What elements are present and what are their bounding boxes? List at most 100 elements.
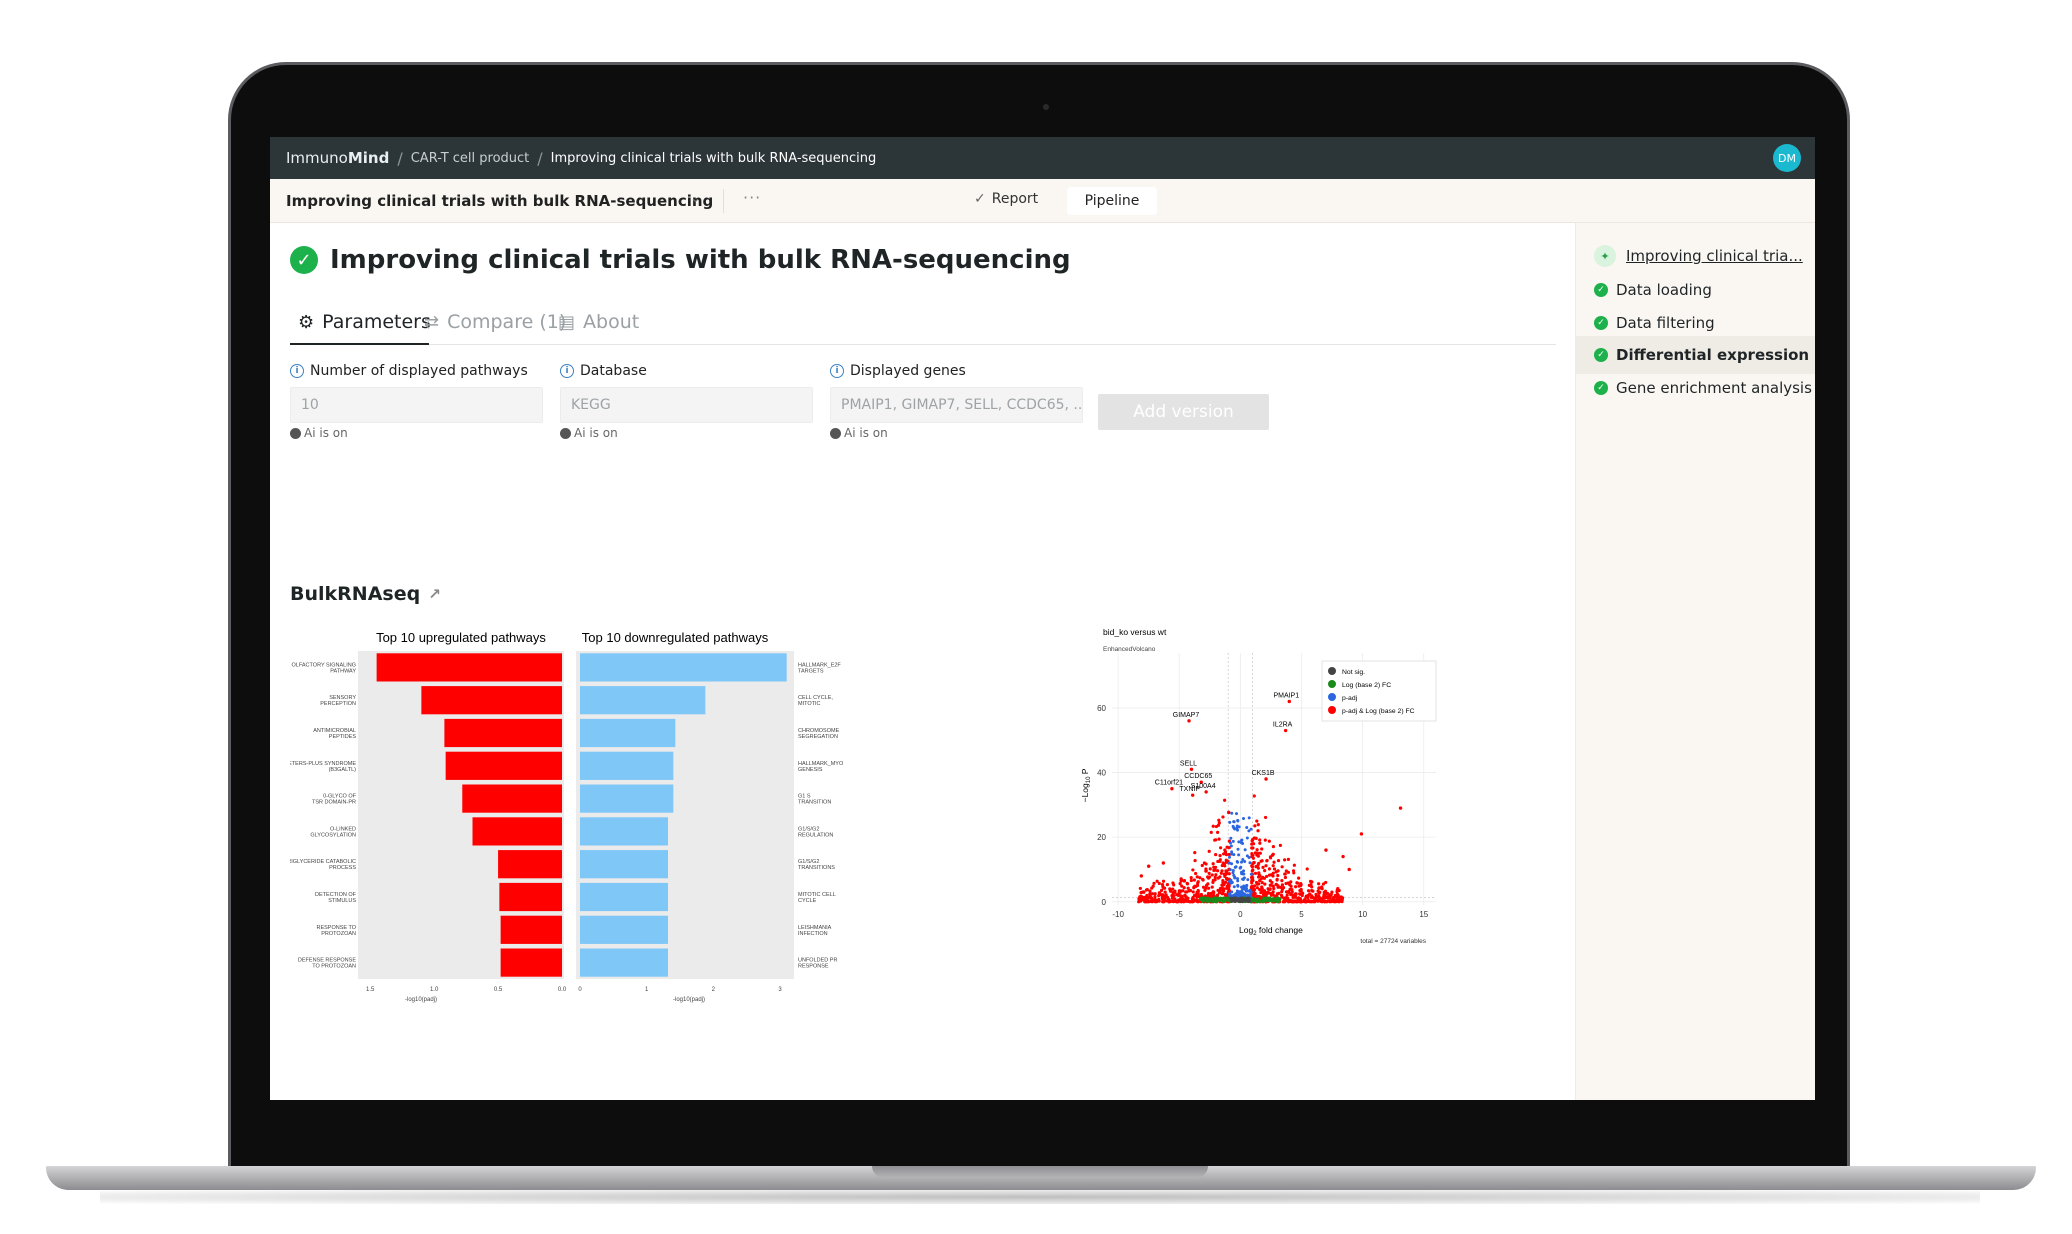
up-tick-label: 0.5 — [494, 987, 503, 993]
breadcrumb-current[interactable]: Improving clinical trials with bulk RNA-… — [550, 150, 877, 166]
volcano-point — [1223, 897, 1227, 901]
volcano-legend-swatch — [1328, 667, 1336, 675]
volcano-point — [1162, 886, 1167, 890]
volcano-point — [1236, 877, 1240, 881]
volcano-point — [1252, 794, 1256, 798]
volcano-point — [1161, 900, 1165, 904]
pipeline-step[interactable]: ✓ Gene enrichment analysis — [1576, 369, 1815, 407]
volcano-point — [1263, 838, 1267, 842]
volcano-point — [1276, 858, 1281, 863]
down-category-label: HALLMARK_E2F — [798, 662, 841, 668]
pipeline-step-label: Data loading — [1616, 281, 1712, 299]
volcano-point — [1175, 900, 1179, 904]
volcano-point — [1268, 891, 1273, 896]
volcano-point — [1286, 857, 1290, 861]
volcano-point — [1157, 899, 1161, 903]
volcano-point — [1323, 900, 1327, 904]
brand-logo[interactable]: ImmunoMind — [286, 149, 390, 167]
volcano-legend-label: Log (base 2) FC — [1342, 682, 1391, 689]
volcano-point — [1216, 823, 1221, 827]
volcano-point — [1326, 899, 1330, 903]
volcano-point — [1249, 885, 1254, 889]
volcano-point — [1280, 879, 1284, 883]
volcano-point — [1198, 876, 1202, 880]
volcano-point — [1268, 855, 1273, 859]
volcano-point — [1247, 900, 1251, 904]
breadcrumb-project[interactable]: CAR-T cell product — [410, 150, 530, 166]
volcano-point — [1233, 865, 1237, 869]
tab-compare[interactable]: ⇄ Compare (1) — [424, 311, 566, 333]
up-category-label: PROCESS — [329, 865, 356, 871]
volcano-point — [1161, 893, 1165, 897]
ai-toggle[interactable]: Ai is on — [830, 426, 1083, 440]
volcano-point — [1210, 891, 1214, 895]
volcano-point — [1271, 871, 1275, 875]
genes-input[interactable]: PMAIP1, GIMAP7, SELL, CCDC65, ... — [830, 387, 1083, 423]
user-avatar[interactable]: DM — [1773, 144, 1801, 172]
volcano-y-tick: 60 — [1097, 704, 1106, 713]
volcano-point — [1223, 798, 1227, 802]
volcano-point — [1219, 846, 1223, 850]
volcano-point — [1229, 897, 1233, 901]
volcano-point — [1317, 891, 1321, 896]
pipeline-step[interactable]: ✓ Data filtering — [1576, 304, 1815, 342]
volcano-point — [1181, 889, 1185, 893]
ai-toggle[interactable]: Ai is on — [560, 426, 813, 440]
volcano-point — [1144, 898, 1148, 902]
info-icon[interactable]: i — [830, 364, 844, 378]
step-check-icon: ✓ — [1594, 316, 1608, 330]
external-link-icon[interactable]: ↗ — [428, 585, 441, 603]
volcano-point — [1173, 889, 1177, 893]
up-category-label: TRIGLYCERIDE CATABOLIC — [290, 859, 356, 865]
tab-parameters[interactable]: ⚙ Parameters — [298, 311, 431, 333]
pipeline-button[interactable]: Pipeline — [1067, 187, 1157, 215]
volcano-point — [1201, 877, 1205, 881]
volcano-outlier-point — [1341, 854, 1345, 859]
up-category-label: 0-GLYCO OF — [323, 794, 357, 800]
volcano-point — [1228, 868, 1232, 872]
volcano-point — [1186, 886, 1190, 890]
volcano-point — [1253, 898, 1257, 902]
up-category-label: GLYCOSYLATION — [310, 832, 356, 838]
volcano-point — [1150, 898, 1154, 902]
database-input[interactable]: KEGG — [560, 387, 813, 423]
volcano-point — [1243, 885, 1247, 889]
volcano-point — [1270, 880, 1274, 885]
volcano-point — [1230, 890, 1234, 894]
volcano-point — [1153, 895, 1157, 899]
more-options-icon[interactable]: ··· — [743, 188, 762, 207]
pipeline-step[interactable]: ✓ Data loading — [1576, 271, 1815, 309]
volcano-point — [1224, 853, 1229, 857]
volcano-point — [1267, 839, 1271, 843]
volcano-point — [1280, 883, 1285, 887]
info-icon[interactable]: i — [290, 364, 304, 378]
chevron-down-icon[interactable]: ⌄ — [690, 191, 701, 206]
volcano-point — [1246, 898, 1250, 901]
report-button[interactable]: ✓ Report — [974, 191, 1038, 207]
volcano-point — [1283, 875, 1288, 880]
volcano-x-label: Log2 fold change — [1239, 925, 1303, 937]
section-title: BulkRNAseq ↗ — [290, 583, 441, 605]
add-version-button[interactable]: Add version — [1098, 394, 1269, 430]
down-bar — [580, 850, 668, 879]
volcano-point — [1237, 853, 1241, 857]
ai-toggle[interactable]: Ai is on — [290, 426, 543, 440]
volcano-outlier-point — [1139, 874, 1144, 878]
volcano-point — [1253, 871, 1258, 875]
volcano-point — [1304, 900, 1308, 904]
volcano-point — [1271, 845, 1275, 849]
pipeline-step[interactable]: ✓ Differential expression ... — [1576, 336, 1815, 374]
volcano-point — [1171, 887, 1175, 891]
tab-about[interactable]: ▤ About — [558, 311, 639, 333]
document-title-dropdown[interactable]: Improving clinical trials with bulk RNA-… — [286, 192, 714, 210]
volcano-gene-label: GIMAP7 — [1173, 712, 1200, 719]
pipeline-step[interactable]: ✦ Improving clinical tria... — [1576, 237, 1815, 275]
volcano-point — [1196, 880, 1200, 884]
volcano-point — [1280, 865, 1284, 869]
volcano-point — [1227, 887, 1231, 891]
info-icon[interactable]: i — [560, 364, 574, 378]
volcano-point — [1184, 895, 1188, 899]
volcano-point — [1258, 841, 1262, 845]
volcano-point — [1236, 879, 1240, 883]
pathways-input[interactable]: 10 — [290, 387, 543, 423]
